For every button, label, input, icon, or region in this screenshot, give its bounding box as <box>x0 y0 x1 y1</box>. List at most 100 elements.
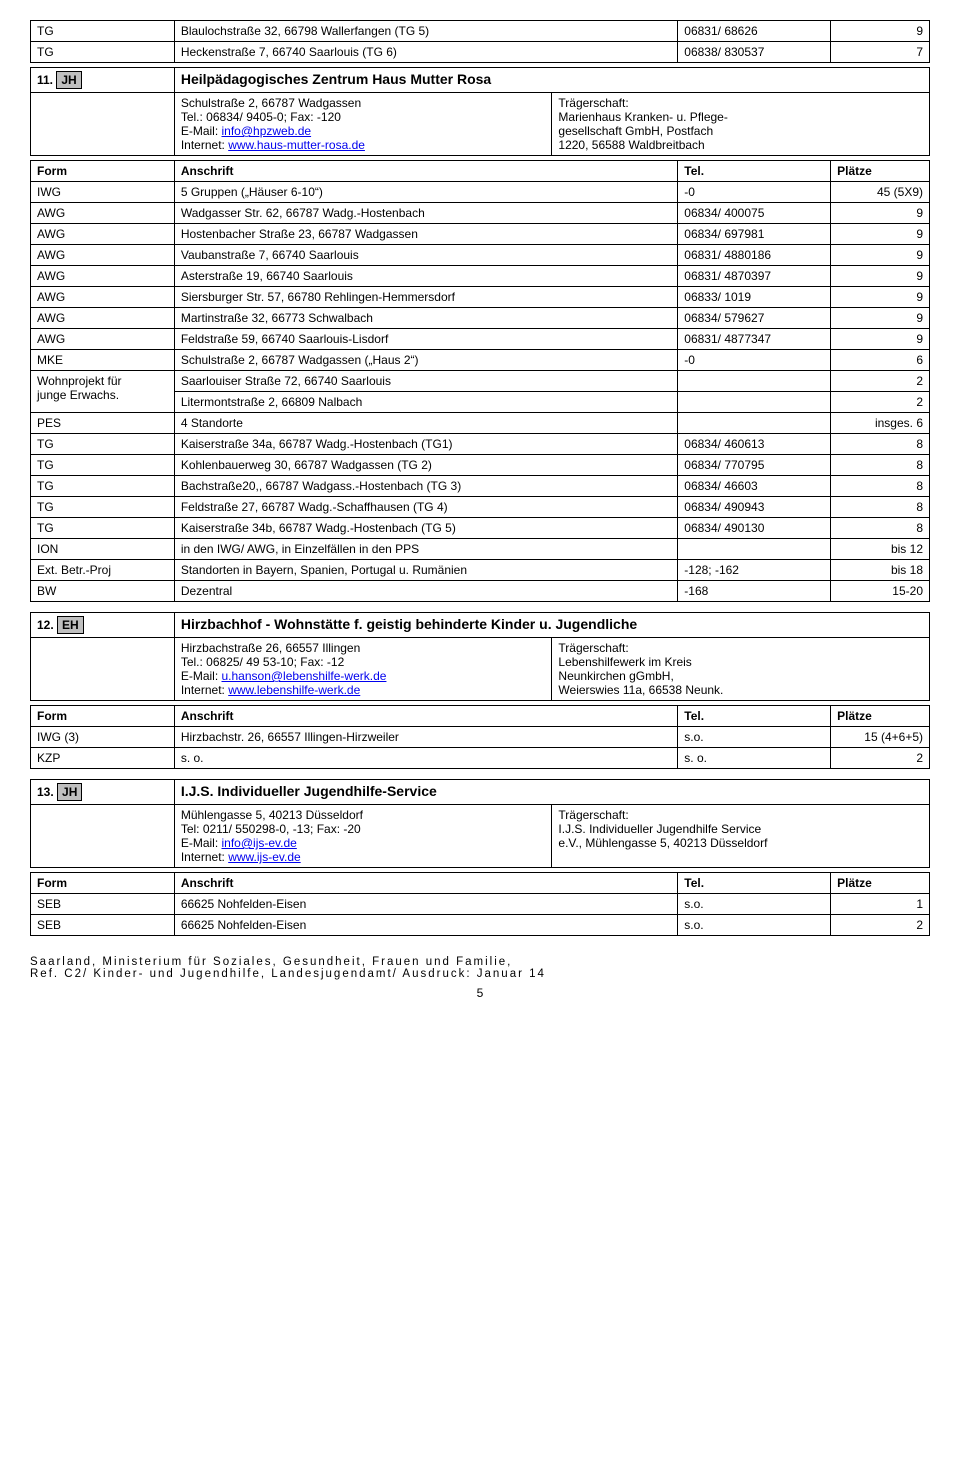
table-row: AWGFeldstraße 59, 66740 Saarlouis-Lisdor… <box>31 329 930 350</box>
cell-tel: s.o. <box>678 727 831 748</box>
cell-addr: Blaulochstraße 32, 66798 Wallerfangen (T… <box>174 21 677 42</box>
email-link[interactable]: info@ijs-ev.de <box>222 836 297 850</box>
cell-addr: in den IWG/ AWG, in Einzelfällen in den … <box>174 539 677 560</box>
cell-addr: Standorten in Bayern, Spanien, Portugal … <box>174 560 677 581</box>
table-row: AWGAsterstraße 19, 66740 Saarlouis06831/… <box>31 266 930 287</box>
sponsor-line: Lebenshilfewerk im Kreis <box>558 655 691 669</box>
col-addr: Anschrift <box>174 706 677 727</box>
email-link[interactable]: u.hanson@lebenshilfe-werk.de <box>222 669 387 683</box>
cell-pl: 2 <box>831 371 930 392</box>
table-row: KZPs. o.s. o.2 <box>31 748 930 769</box>
cell-pl: 2 <box>831 392 930 413</box>
email-label: E-Mail: <box>181 669 222 683</box>
cell-tel: 06834/ 697981 <box>678 224 831 245</box>
cell-pl: 15-20 <box>831 581 930 602</box>
sponsor-line: Marienhaus Kranken- u. Pflege- <box>558 110 727 124</box>
cell-tel <box>678 392 831 413</box>
table-row: IWG (3)Hirzbachstr. 26, 66557 Illingen-H… <box>31 727 930 748</box>
cell-tel <box>678 413 831 434</box>
table-row: TGBachstraße20,, 66787 Wadgass.-Hostenba… <box>31 476 930 497</box>
cell-addr: Feldstraße 59, 66740 Saarlouis-Lisdorf <box>174 329 677 350</box>
cell-pl: 8 <box>831 476 930 497</box>
cell-pl: bis 12 <box>831 539 930 560</box>
col-form: Form <box>31 706 175 727</box>
cell-form: TG <box>31 518 175 539</box>
cell-addr: Feldstraße 27, 66787 Wadg.-Schaffhausen … <box>174 497 677 518</box>
table-row: AWGHostenbacher Straße 23, 66787 Wadgass… <box>31 224 930 245</box>
email-label: E-Mail: <box>181 124 222 138</box>
col-tel: Tel. <box>678 873 831 894</box>
cell-tel: -0 <box>678 350 831 371</box>
cell-pl: insges. 6 <box>831 413 930 434</box>
internet-link[interactable]: www.lebenshilfe-werk.de <box>228 683 360 697</box>
cell-addr: Saarlouiser Straße 72, 66740 Saarlouis <box>174 371 677 392</box>
cell-tel: 06834/ 770795 <box>678 455 831 476</box>
internet-label: Internet: <box>181 138 228 152</box>
table-header: Form Anschrift Tel. Plätze <box>31 161 930 182</box>
col-form: Form <box>31 873 175 894</box>
cell-form: AWG <box>31 287 175 308</box>
cell-addr: Dezentral <box>174 581 677 602</box>
empty-cell <box>31 638 175 701</box>
cell-addr: Kaiserstraße 34a, 66787 Wadg.-Hostenbach… <box>174 434 677 455</box>
footer-line: Saarland, Ministerium für Soziales, Gesu… <box>30 956 930 968</box>
internet-link[interactable]: www.ijs-ev.de <box>228 850 300 864</box>
cell-tel: -168 <box>678 581 831 602</box>
table-row: TGHeckenstraße 7, 66740 Saarlouis (TG 6)… <box>31 42 930 63</box>
sponsor-line: I.J.S. Individueller Jugendhilfe Service <box>558 822 761 836</box>
cell-pl: 8 <box>831 518 930 539</box>
contact-right: Trägerschaft: I.J.S. Individueller Jugen… <box>552 805 930 868</box>
col-form: Form <box>31 161 175 182</box>
table-row: AWGWadgasser Str. 62, 66787 Wadg.-Hosten… <box>31 203 930 224</box>
internet-label: Internet: <box>181 683 228 697</box>
cell-pl: 9 <box>831 245 930 266</box>
col-tel: Tel. <box>678 706 831 727</box>
cell-tel: 06831/ 4877347 <box>678 329 831 350</box>
table-row: MKESchulstraße 2, 66787 Wadgassen („Haus… <box>31 350 930 371</box>
table-row: PES4 Standorteinsges. 6 <box>31 413 930 434</box>
badge-jh: JH <box>57 783 82 801</box>
table-header: Form Anschrift Tel. Plätze <box>31 873 930 894</box>
cell-addr: Vaubanstraße 7, 66740 Saarlouis <box>174 245 677 266</box>
cell-pl: 9 <box>831 266 930 287</box>
cell-addr: 66625 Nohfelden-Eisen <box>174 915 677 936</box>
section-num: 12. EH <box>31 613 175 638</box>
col-pl: Plätze <box>831 873 930 894</box>
cell-addr: 66625 Nohfelden-Eisen <box>174 894 677 915</box>
sponsor-line: Trägerschaft: <box>558 96 628 110</box>
empty-cell <box>31 805 175 868</box>
page-number: 5 <box>30 986 930 1000</box>
section-num: 11. JH <box>31 68 175 93</box>
cell-tel: s.o. <box>678 915 831 936</box>
cell-addr: Hostenbacher Straße 23, 66787 Wadgassen <box>174 224 677 245</box>
table-row: AWGMartinstraße 32, 66773 Schwalbach0683… <box>31 308 930 329</box>
empty-cell <box>31 93 175 156</box>
section-13-header: 13. JH I.J.S. Individueller Jugendhilfe-… <box>30 779 930 868</box>
cell-tel: 06834/ 579627 <box>678 308 831 329</box>
cell-pl: 9 <box>831 287 930 308</box>
cell-form: AWG <box>31 224 175 245</box>
internet-label: Internet: <box>181 850 228 864</box>
internet-link[interactable]: www.haus-mutter-rosa.de <box>228 138 365 152</box>
cell-form: ION <box>31 539 175 560</box>
tel-line: Tel.: 06825/ 49 53-10; Fax: -12 <box>181 655 344 669</box>
cell-pl: 8 <box>831 434 930 455</box>
badge-eh: EH <box>57 616 84 634</box>
email-link[interactable]: info@hpzweb.de <box>222 124 312 138</box>
cell-addr: Heckenstraße 7, 66740 Saarlouis (TG 6) <box>174 42 677 63</box>
cell-form: TG <box>31 21 175 42</box>
footer-line: Ref. C2/ Kinder- und Jugendhilfe, Landes… <box>30 968 930 980</box>
addr-line: Mühlengasse 5, 40213 Düsseldorf <box>181 808 363 822</box>
table-row: AWGVaubanstraße 7, 66740 Saarlouis06831/… <box>31 245 930 266</box>
table-row: AWGSiersburger Str. 57, 66780 Rehlingen-… <box>31 287 930 308</box>
cell-tel: 06834/ 460613 <box>678 434 831 455</box>
cell-tel: 06834/ 490943 <box>678 497 831 518</box>
cell-addr: Siersburger Str. 57, 66780 Rehlingen-Hem… <box>174 287 677 308</box>
cell-tel: s.o. <box>678 894 831 915</box>
cell-tel: 06831/ 4870397 <box>678 266 831 287</box>
table-row: Ext. Betr.-ProjStandorten in Bayern, Spa… <box>31 560 930 581</box>
cell-pl: 1 <box>831 894 930 915</box>
cell-form: IWG (3) <box>31 727 175 748</box>
badge-jh: JH <box>56 71 81 89</box>
cell-addr: Martinstraße 32, 66773 Schwalbach <box>174 308 677 329</box>
